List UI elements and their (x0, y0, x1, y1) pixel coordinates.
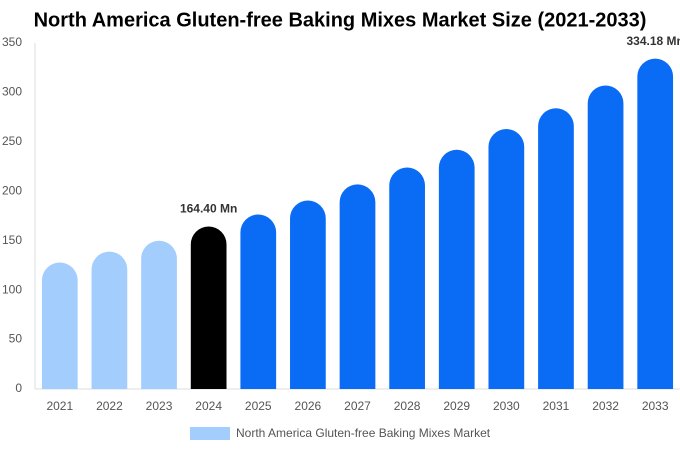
bar (488, 129, 525, 389)
bar (637, 58, 674, 390)
x-tick-label: 2030 (493, 399, 520, 413)
y-tick-label: 250 (2, 134, 22, 148)
value-label: 334.18 Mn (627, 34, 680, 48)
x-tick-label: 2028 (394, 399, 421, 413)
y-tick-label: 100 (2, 282, 22, 296)
x-tick-label: 2029 (443, 399, 470, 413)
x-tick-label: 2023 (146, 399, 173, 413)
x-tick-label: 2024 (195, 399, 222, 413)
value-label: 164.40 Mn (180, 202, 237, 216)
legend-label: North America Gluten-free Baking Mixes M… (236, 426, 491, 440)
x-tick-label: 2022 (96, 399, 123, 413)
y-tick-label: 50 (9, 332, 23, 346)
x-tick-label: 2033 (642, 399, 669, 413)
bar (240, 214, 277, 389)
bar (91, 251, 128, 389)
x-tick-label: 2031 (543, 399, 570, 413)
bar (290, 200, 326, 389)
bar (389, 167, 425, 389)
bar (587, 85, 624, 389)
y-tick-label: 150 (2, 233, 22, 247)
bar (190, 226, 227, 389)
x-tick-label: 2032 (592, 399, 619, 413)
x-tick-label: 2026 (295, 399, 322, 413)
bar (339, 184, 376, 389)
bar (438, 149, 475, 389)
chart-title: North America Gluten-free Baking Mixes M… (34, 9, 647, 31)
y-tick-label: 0 (15, 381, 22, 395)
bar (538, 108, 574, 389)
legend-swatch (190, 427, 230, 440)
x-tick-label: 2025 (245, 399, 272, 413)
x-tick-label: 2027 (344, 399, 371, 413)
y-tick-label: 300 (2, 85, 22, 99)
x-tick-label: 2021 (46, 399, 73, 413)
y-tick-label: 350 (2, 35, 22, 49)
bar (41, 262, 78, 389)
y-tick-label: 200 (2, 183, 22, 197)
bar (141, 240, 177, 389)
